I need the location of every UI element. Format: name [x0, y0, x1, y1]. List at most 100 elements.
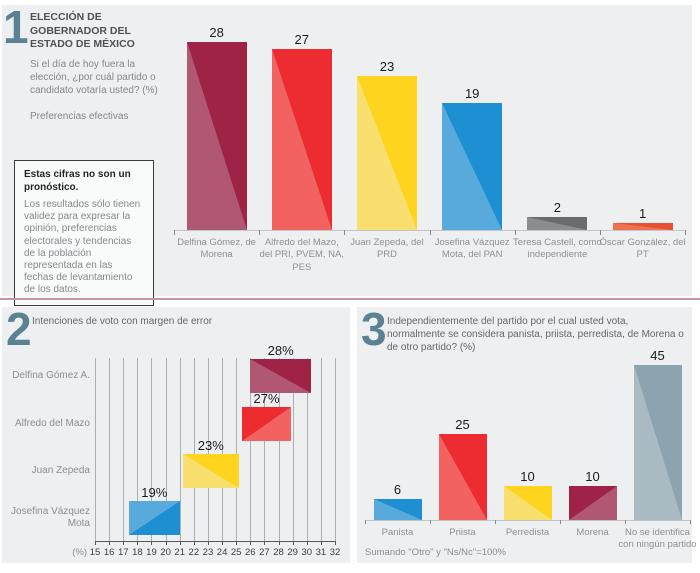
- bar-perredista: [503, 485, 552, 520]
- x-axis-tick-label: 29: [287, 547, 298, 558]
- bar-category-label: Óscar González, del PT: [599, 237, 686, 261]
- panel-identificacion-partidista: 3 Independientemente del partido por el …: [357, 306, 697, 563]
- gridline-22: [193, 358, 195, 541]
- x-axis-tick: [430, 520, 431, 524]
- x-axis-tick: [344, 230, 346, 235]
- panel-2-title: Intenciones de voto con margen de error: [32, 316, 213, 327]
- x-axis-tick: [365, 520, 366, 524]
- gridline-27: [264, 358, 266, 541]
- bar-no-se-identifica: [633, 365, 682, 520]
- x-axis-tick: [320, 541, 322, 545]
- panel-margen-de-error: 2 Intenciones de voto con margen de erro…: [2, 303, 350, 563]
- x-axis-tick: [335, 541, 337, 545]
- x-axis-tick: [137, 541, 139, 545]
- x-axis-tick: [179, 541, 181, 545]
- range-bar-juan-zepeda: [182, 454, 239, 488]
- gridline-29: [292, 358, 294, 541]
- panel-1-title: ELECCIÓN DE GOBERNADOR DEL ESTADO DE MÉX…: [30, 11, 135, 51]
- bar-priista: [438, 434, 487, 520]
- panel-1-question: Si el día de hoy fuera la elección, ¿por…: [30, 58, 158, 96]
- x-axis-tick: [174, 230, 175, 235]
- x-axis-tick-label: 20: [160, 547, 171, 558]
- x-axis-tick: [690, 520, 691, 524]
- x-axis-tick-label: 25: [230, 547, 242, 558]
- bar-oscar-gonzalez-del: [612, 223, 673, 230]
- bar-category-label: No se identifica con ningún partido: [618, 527, 697, 551]
- disclaimer-title: Estas cifras no son un pronóstico.: [24, 169, 131, 193]
- x-axis-tick-label: 16: [103, 547, 115, 558]
- x-axis-tick: [207, 541, 209, 545]
- x-axis-tick-label: 31: [315, 547, 327, 558]
- gridline-23: [207, 358, 209, 541]
- x-axis-tick-label: 28: [273, 547, 284, 558]
- bar-category-label: Juan Zepeda, del PRD: [350, 237, 424, 261]
- panel-1-numeral: 1: [3, 1, 29, 53]
- panel-1-subtitle: Preferencias efectivas: [30, 110, 129, 122]
- gridline-17: [123, 358, 125, 541]
- bar-value-label: 6: [393, 482, 402, 498]
- gridline-21: [179, 358, 181, 541]
- x-axis-tick: [495, 520, 496, 524]
- x-axis-tick-label: 26: [245, 547, 256, 558]
- gridline-28: [278, 358, 280, 541]
- range-bar-value-label: 19%: [141, 485, 168, 500]
- x-axis-tick-label: 15: [89, 547, 101, 558]
- gridline-15: [95, 358, 96, 541]
- bar-category-label: Teresa Castell, como independiente: [513, 237, 602, 261]
- x-axis-tick: [222, 541, 224, 545]
- disclaimer-box: Estas cifras no son un pronóstico. Los r…: [14, 160, 154, 306]
- bar-josefina-vazquez-mota: [442, 102, 503, 230]
- bar-delfina-gomez-de: [186, 42, 247, 230]
- range-bar-delfina-gomez-a: [250, 359, 312, 393]
- x-axis-tick-label: 24: [216, 547, 228, 558]
- x-axis-tick: [193, 541, 195, 545]
- x-axis-tick-label: 21: [174, 547, 185, 558]
- x-axis-tick-label: 30: [301, 547, 313, 558]
- x-axis-tick: [625, 520, 626, 524]
- x-axis-tick: [429, 230, 431, 235]
- row-label-josefina-vazquez-mota: Josefina Vázquez Mota: [11, 505, 90, 530]
- bar-juan-zepeda-del: [357, 75, 417, 230]
- panel-3-title: Independientemente del partido por el cu…: [387, 316, 684, 353]
- bar-value-label: 25: [455, 417, 470, 432]
- x-axis-unit-label: (%): [72, 547, 87, 558]
- bar-alfredo-del-mazo: [271, 49, 332, 230]
- bar-category-label: Priista: [449, 527, 476, 538]
- bar-morena: [568, 485, 617, 520]
- x-axis-tick: [278, 541, 280, 545]
- x-axis-tick: [123, 541, 125, 545]
- x-axis-tick-label: 32: [329, 547, 341, 558]
- gridline-32: [335, 358, 337, 541]
- bar-value-label: 28: [209, 25, 224, 41]
- x-axis-tick: [95, 541, 96, 545]
- row-label-alfredo-del-mazo: Alfredo del Mazo: [14, 417, 90, 429]
- bar-value-label: 45: [650, 348, 665, 364]
- x-axis-tick: [514, 230, 516, 235]
- x-axis-tick-label: 18: [132, 547, 143, 558]
- bar-value-label: 1: [638, 206, 647, 222]
- bar-category-label: Delfina Gómez, de Morena: [177, 237, 256, 261]
- gridline-26: [250, 358, 252, 541]
- panel-2-numeral: 2: [6, 303, 32, 355]
- range-bar-josefina-vazquez-mota: [128, 501, 180, 535]
- panel-divider-line: [0, 298, 700, 300]
- range-bar-value-label: 27%: [253, 391, 280, 406]
- bar-teresa-castell-como: [527, 216, 588, 230]
- x-axis-tick: [109, 541, 111, 545]
- panel-1-intro: ELECCIÓN DE GOBERNADOR DEL ESTADO DE MÉX…: [30, 11, 172, 122]
- bar-value-label: 19: [464, 85, 480, 101]
- x-axis-tick-label: 23: [202, 547, 214, 558]
- gridline-18: [137, 358, 139, 541]
- disclaimer-body: Los resultados sólo tienen validez para …: [24, 199, 141, 296]
- x-axis-tick: [259, 230, 261, 235]
- panel-3-footnote: Sumando "Otro" y "Ns/Nc"=100%: [365, 547, 507, 558]
- gridline-24: [222, 358, 224, 541]
- x-axis-tick-label: 27: [259, 547, 270, 558]
- x-axis-tick-label: 17: [117, 547, 129, 558]
- panel-preferencias-efectivas: 1 ELECCIÓN DE GOBERNADOR DEL ESTADO DE M…: [2, 1, 692, 306]
- row-label-delfina-gomez-a: Delfina Gómez A.: [12, 369, 90, 381]
- range-bar-value-label: 28%: [267, 343, 294, 358]
- x-axis-line: [95, 541, 336, 542]
- gridline-20: [165, 358, 167, 541]
